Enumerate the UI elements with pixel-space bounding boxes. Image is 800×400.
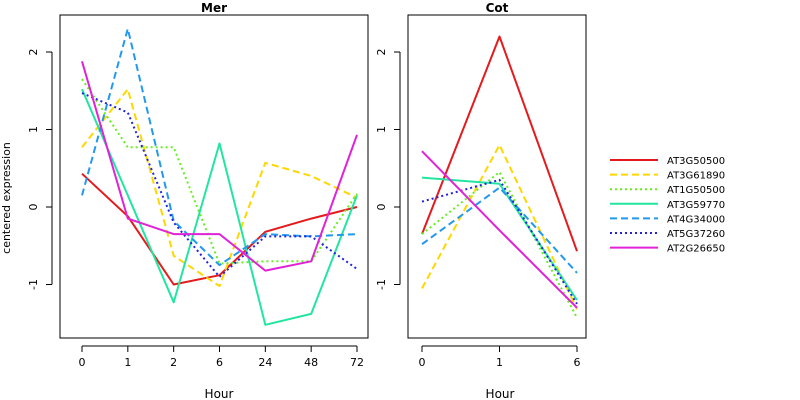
legend-label: AT1G50500 [667,185,725,196]
series-line-at2g26650 [81,61,358,272]
x-tick-label: 0 [419,356,426,369]
plot-frame-cot [407,14,587,339]
y-tick-label: 1 [27,126,40,133]
x-tick-label: 6 [216,356,223,369]
y-tick-label: 0 [375,204,388,211]
y-tick-label: -1 [27,279,40,290]
x-tick-label: 2 [170,356,177,369]
legend-label: AT3G59770 [667,200,725,211]
panel-title-cot: Cot [486,1,509,15]
series-line-at3g50500 [421,35,578,252]
series-line-at5g37260 [81,92,358,278]
series-group-cot [421,35,578,319]
axes-mer: -1 0 1 2 0 1 2 6 24 48 72 [27,49,364,370]
legend-label: AT4G34000 [667,214,725,225]
legend-label: AT5G37260 [667,229,725,240]
x-tick-label: 1 [496,356,503,369]
x-tick-label: 72 [350,356,364,369]
legend-label: AT3G50500 [667,156,725,167]
x-tick-label: 6 [574,356,581,369]
series-line-at3g50500 [81,172,358,286]
series-line-at3g59770 [81,88,358,326]
y-tick-label: 1 [375,126,388,133]
legend: AT3G50500 AT3G61890 AT1G50500 AT3G59770 AT4G… [610,156,725,255]
x-axis-label-cot: Hour [486,387,515,400]
x-axis-label-mer: Hour [205,387,234,400]
axes-cot: -1 0 1 2 0 1 6 [375,49,581,370]
series-line-at3g59770 [421,176,578,301]
y-tick-label: -1 [375,279,388,290]
series-line-at5g37260 [421,178,578,305]
legend-label: AT3G61890 [667,171,725,182]
y-axis-label: centered expression [0,142,13,254]
series-line-at4g34000 [81,27,358,267]
x-tick-label: 24 [258,356,272,369]
y-tick-label: 2 [375,49,388,56]
series-line-at2g26650 [421,150,578,309]
series-line-at3g61890 [81,88,358,288]
y-tick-label: 2 [27,49,40,56]
panel-mer: Mer Hour centered expression -1 0 1 2 0 1 2 6 24… [0,1,369,400]
plot-frame-mer [59,14,369,339]
panel-title-mer: Mer [201,1,227,15]
x-tick-label: 1 [124,356,131,369]
x-tick-label: 0 [79,356,86,369]
legend-label: AT2G26650 [667,244,725,255]
panel-cot: Cot Hour -1 0 1 2 0 1 6 [375,1,587,400]
series-group-mer [81,27,358,326]
x-tick-label: 48 [304,356,318,369]
y-tick-label: 0 [27,204,40,211]
